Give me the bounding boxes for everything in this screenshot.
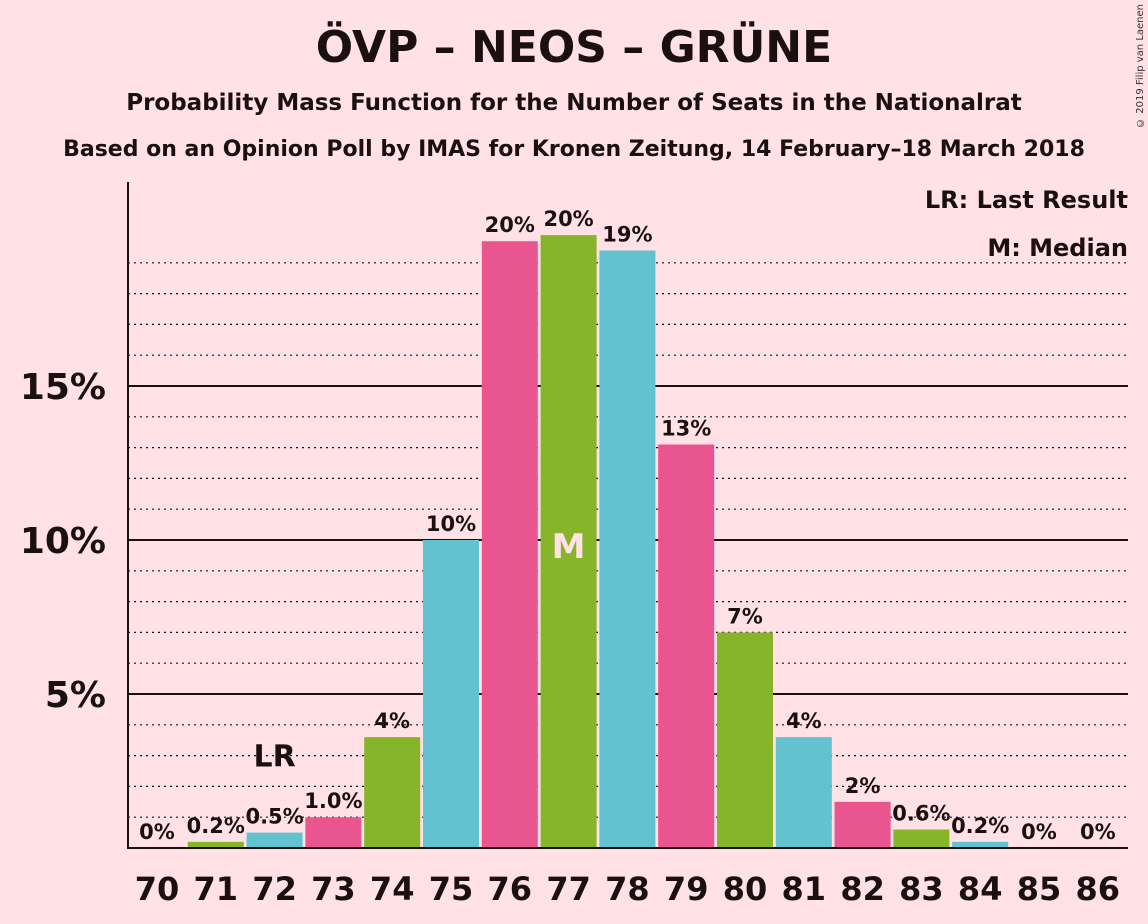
- x-tick-label-72: 72: [252, 870, 297, 908]
- x-tick-label-70: 70: [135, 870, 180, 908]
- x-tick-label-80: 80: [723, 870, 768, 908]
- bar-77: [540, 235, 597, 848]
- chart-subtitle: Probability Mass Function for the Number…: [126, 90, 1022, 116]
- data-label-85: 0%: [1021, 820, 1057, 844]
- x-tick-label-74: 74: [370, 870, 415, 908]
- bar-73: [305, 817, 362, 848]
- x-tick-label-77: 77: [546, 870, 591, 908]
- data-label-73: 1.0%: [304, 789, 362, 813]
- data-label-70: 0%: [139, 820, 175, 844]
- chart-title: ÖVP – NEOS – GRÜNE: [315, 22, 833, 73]
- x-tick-label-86: 86: [1076, 870, 1121, 908]
- bar-80: [717, 632, 773, 848]
- x-tick-label-84: 84: [958, 870, 1003, 908]
- median-marker: M: [552, 527, 586, 567]
- bar-71: [187, 841, 244, 848]
- data-label-86: 0%: [1080, 820, 1116, 844]
- x-tick-label-82: 82: [840, 870, 885, 908]
- data-label-84: 0.2%: [951, 814, 1009, 838]
- bar-82: [834, 801, 891, 848]
- data-label-83: 0.6%: [892, 802, 950, 826]
- last-result-marker: LR: [253, 740, 295, 775]
- bar-84: [952, 841, 1009, 848]
- data-label-75: 10%: [426, 512, 476, 536]
- data-label-76: 20%: [485, 213, 535, 237]
- x-tick-label-81: 81: [782, 870, 827, 908]
- x-tick-label-71: 71: [194, 870, 239, 908]
- bar-81: [775, 737, 832, 848]
- bar-76: [481, 241, 538, 849]
- data-label-79: 13%: [661, 417, 711, 441]
- bar-72: [246, 832, 303, 848]
- data-label-71: 0.2%: [187, 814, 245, 838]
- x-tick-label-75: 75: [429, 870, 474, 908]
- data-label-81: 4%: [786, 709, 822, 733]
- data-label-72: 0.5%: [245, 805, 303, 829]
- data-label-78: 19%: [602, 222, 652, 246]
- x-tick-label-85: 85: [1017, 870, 1062, 908]
- bar-78: [599, 250, 656, 849]
- x-tick-label-83: 83: [899, 870, 944, 908]
- data-label-74: 4%: [374, 709, 410, 733]
- data-label-80: 7%: [727, 604, 763, 628]
- legend-median: M: Median: [987, 234, 1128, 262]
- x-tick-label-76: 76: [488, 870, 533, 908]
- x-tick-label-79: 79: [664, 870, 709, 908]
- bar-79: [658, 444, 715, 848]
- y-tick-label: 10%: [20, 521, 106, 562]
- data-label-82: 2%: [845, 774, 881, 798]
- x-tick-label-73: 73: [311, 870, 356, 908]
- x-tick-label-78: 78: [605, 870, 650, 908]
- bar-83: [893, 829, 950, 848]
- bar-75: [423, 540, 479, 848]
- y-tick-label: 15%: [20, 367, 106, 408]
- y-tick-label: 5%: [45, 675, 106, 716]
- bar-74: [364, 737, 421, 848]
- legend-last-result: LR: Last Result: [924, 186, 1128, 214]
- data-label-77: 20%: [543, 207, 593, 231]
- chart-subtitle-source: Based on an Opinion Poll by IMAS for Kro…: [63, 137, 1085, 162]
